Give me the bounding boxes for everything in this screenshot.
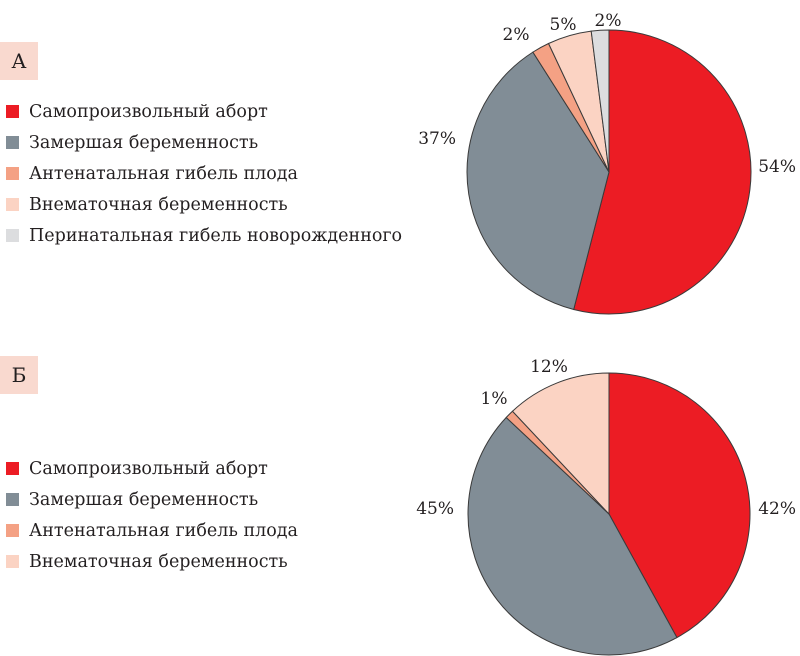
pie-data-label: 2% (503, 25, 530, 45)
legend-label: Антенатальная гибель плода (29, 163, 298, 184)
legend-item: Внематочная беременность (6, 546, 298, 577)
legend-item: Самопроизвольный аборт (6, 453, 298, 484)
legend-label: Внематочная беременность (29, 551, 288, 572)
legend-a: Самопроизвольный аборт Замершая беременно… (6, 96, 402, 251)
legend-swatch (6, 555, 19, 568)
legend-item: Перинатальная гибель новорожденного (6, 220, 402, 251)
pie-slice (573, 29, 752, 315)
pie-data-label: 5% (550, 15, 577, 35)
pie-data-label: 42% (758, 499, 796, 519)
pie-data-label: 2% (595, 11, 622, 31)
legend-label: Перинатальная гибель новорожденного (29, 225, 403, 246)
legend-label: Замершая беременность (29, 132, 259, 153)
pie-data-label: 45% (416, 499, 454, 519)
panel-label-a: А (0, 42, 38, 80)
legend-swatch (6, 229, 19, 242)
pie-slice (467, 416, 678, 656)
legend-item: Внематочная беременность (6, 189, 402, 220)
legend-swatch (6, 105, 19, 118)
legend-swatch (6, 524, 19, 537)
legend-label: Антенатальная гибель плода (29, 520, 298, 541)
pie-slice (608, 372, 751, 639)
legend-swatch (6, 136, 19, 149)
legend-swatch (6, 493, 19, 506)
legend-b: Самопроизвольный аборт Замершая беременно… (6, 453, 298, 577)
pie-data-label: 54% (758, 157, 796, 177)
legend-swatch (6, 167, 19, 180)
legend-item: Самопроизвольный аборт (6, 96, 402, 127)
legend-item: Антенатальная гибель плода (6, 158, 402, 189)
pie-data-label: 1% (481, 389, 508, 409)
legend-item: Замершая беременность (6, 484, 298, 515)
legend-swatch (6, 198, 19, 211)
legend-label: Замершая беременность (29, 489, 259, 510)
legend-label: Самопроизвольный аборт (29, 458, 268, 479)
pie-data-label: 12% (530, 357, 568, 377)
legend-swatch (6, 462, 19, 475)
pie-slice (590, 29, 610, 173)
legend-label: Внематочная беременность (29, 194, 288, 215)
panel-label-b: Б (0, 356, 38, 394)
pie-slice (511, 372, 610, 516)
pie-data-label: 37% (418, 129, 456, 149)
legend-item: Антенатальная гибель плода (6, 515, 298, 546)
legend-item: Замершая беременность (6, 127, 402, 158)
legend-label: Самопроизвольный аборт (29, 101, 268, 122)
